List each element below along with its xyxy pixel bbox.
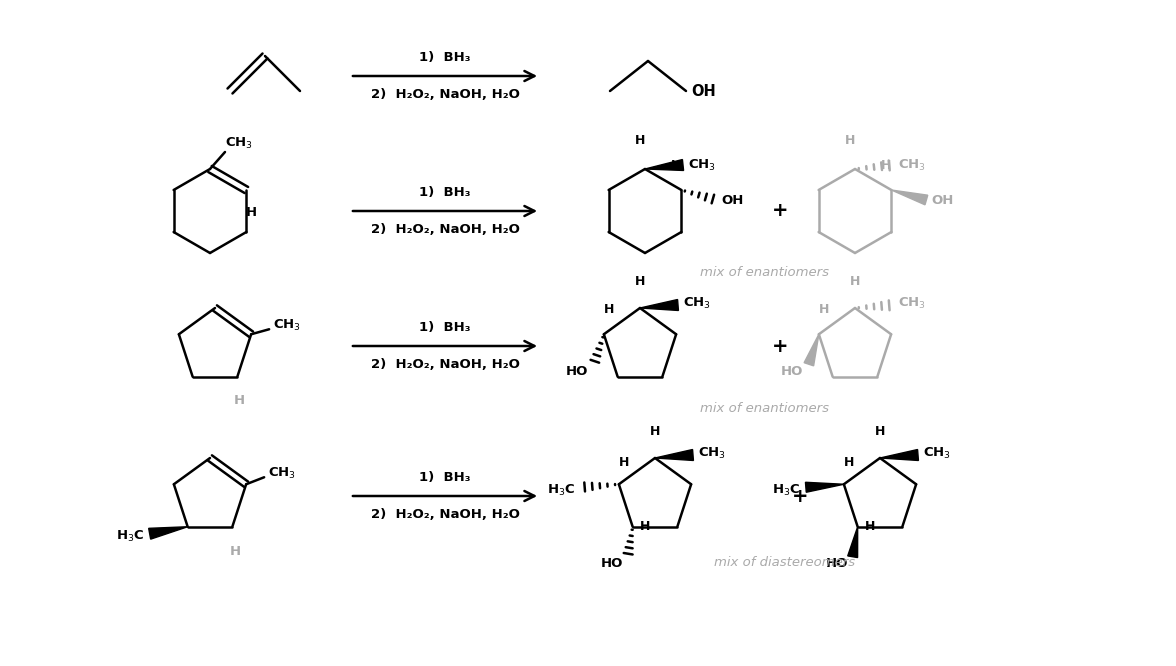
Text: 2)  H₂O₂, NaOH, H₂O: 2) H₂O₂, NaOH, H₂O xyxy=(370,88,520,101)
Text: +: + xyxy=(791,486,808,505)
Text: H$_3$C: H$_3$C xyxy=(771,483,800,498)
Text: HO: HO xyxy=(600,557,622,570)
Text: H: H xyxy=(619,456,629,470)
Text: 2)  H₂O₂, NaOH, H₂O: 2) H₂O₂, NaOH, H₂O xyxy=(370,223,520,236)
Text: 2)  H₂O₂, NaOH, H₂O: 2) H₂O₂, NaOH, H₂O xyxy=(370,358,520,371)
Polygon shape xyxy=(804,334,818,366)
Text: 1)  BH₃: 1) BH₃ xyxy=(420,321,470,334)
Text: +: + xyxy=(771,202,788,220)
Text: H: H xyxy=(635,134,646,147)
Polygon shape xyxy=(148,527,188,539)
Text: H: H xyxy=(844,134,855,147)
Text: HO: HO xyxy=(826,557,848,570)
Text: CH$_3$: CH$_3$ xyxy=(225,135,253,151)
Text: H: H xyxy=(843,456,854,470)
Text: mix of diastereomers: mix of diastereomers xyxy=(715,557,856,569)
Text: H: H xyxy=(246,206,256,218)
Polygon shape xyxy=(806,482,844,492)
Text: H: H xyxy=(234,394,245,407)
Text: H$_3$C: H$_3$C xyxy=(116,529,145,544)
Polygon shape xyxy=(891,190,928,205)
Text: H: H xyxy=(635,275,646,288)
Text: H: H xyxy=(603,303,614,316)
Text: H: H xyxy=(640,520,650,533)
Text: H: H xyxy=(818,303,829,316)
Polygon shape xyxy=(655,450,694,460)
Text: mix of enantiomers: mix of enantiomers xyxy=(701,266,829,280)
Polygon shape xyxy=(640,300,679,310)
Polygon shape xyxy=(880,450,918,460)
Text: CH$_3$: CH$_3$ xyxy=(683,296,711,310)
Text: HO: HO xyxy=(781,365,803,378)
Text: 1)  BH₃: 1) BH₃ xyxy=(420,51,470,64)
Text: H: H xyxy=(864,520,875,533)
Text: CH$_3$: CH$_3$ xyxy=(898,157,926,172)
Text: H: H xyxy=(875,425,886,438)
Text: mix of enantiomers: mix of enantiomers xyxy=(701,402,829,414)
Text: CH$_3$: CH$_3$ xyxy=(688,157,716,172)
Text: OH: OH xyxy=(721,194,743,206)
Text: CH$_3$: CH$_3$ xyxy=(273,318,301,333)
Text: HO: HO xyxy=(566,365,588,378)
Text: OH: OH xyxy=(691,83,716,99)
Text: OH: OH xyxy=(931,194,954,206)
Text: 1)  BH₃: 1) BH₃ xyxy=(420,186,470,199)
Text: CH$_3$: CH$_3$ xyxy=(898,296,926,310)
Text: H: H xyxy=(850,275,860,288)
Text: H: H xyxy=(881,159,891,172)
Text: H: H xyxy=(650,425,660,438)
Text: 2)  H₂O₂, NaOH, H₂O: 2) H₂O₂, NaOH, H₂O xyxy=(370,508,520,521)
Text: H: H xyxy=(229,545,241,557)
Text: CH$_3$: CH$_3$ xyxy=(923,446,951,461)
Text: 1)  BH₃: 1) BH₃ xyxy=(420,471,470,484)
Text: CH$_3$: CH$_3$ xyxy=(268,466,296,481)
Text: CH$_3$: CH$_3$ xyxy=(699,446,726,461)
Text: H: H xyxy=(671,159,682,172)
Polygon shape xyxy=(644,160,683,170)
Text: H$_3$C: H$_3$C xyxy=(547,483,575,498)
Polygon shape xyxy=(848,527,857,557)
Text: +: + xyxy=(771,336,788,356)
